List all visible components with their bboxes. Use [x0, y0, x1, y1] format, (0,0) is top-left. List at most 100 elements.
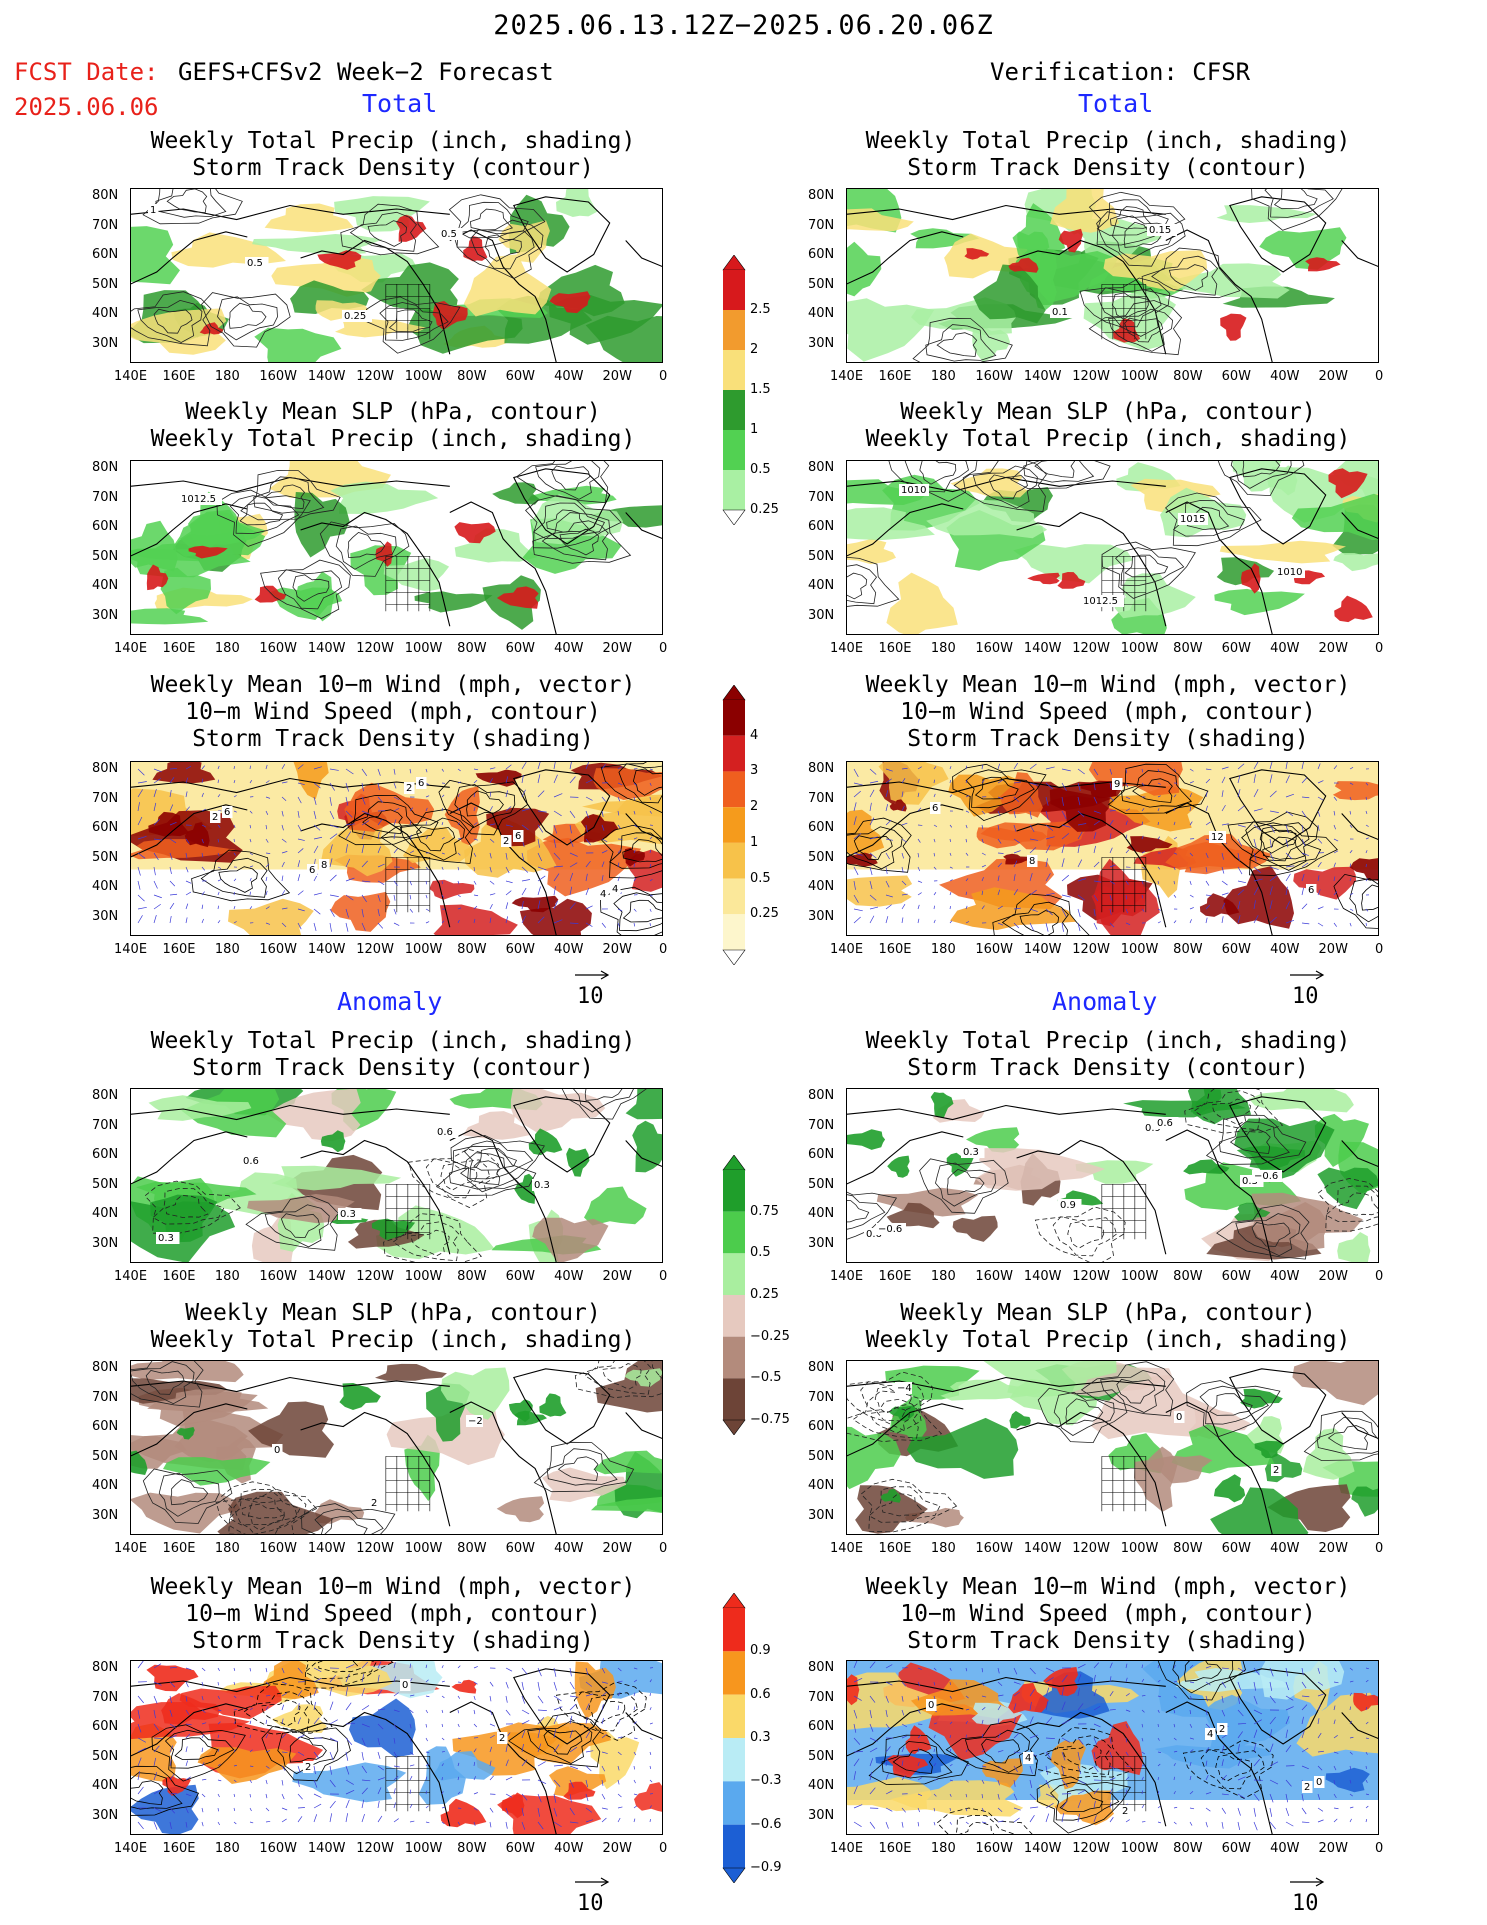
wind-vector — [201, 1778, 207, 1781]
section-anomaly-right: Anomaly — [1052, 987, 1158, 1016]
wind-vector — [649, 908, 652, 912]
lon-tick-label: 100W — [404, 1541, 443, 1556]
contour-line — [912, 317, 1013, 363]
shading-patch — [1091, 1721, 1144, 1776]
wind-vector — [1141, 851, 1146, 854]
wind-vector — [233, 1667, 236, 1671]
wind-vector — [965, 779, 968, 784]
wind-vector — [997, 889, 1001, 896]
lon-tick-label: 60W — [1221, 1841, 1252, 1856]
contour-line — [253, 476, 325, 514]
wind-vector — [153, 1807, 162, 1812]
shading-core — [199, 322, 224, 335]
wind-vector — [1045, 1803, 1054, 1809]
lat-tick-label: 40N — [808, 879, 835, 894]
wind-vector — [473, 894, 479, 897]
contour-label: 0.1 — [1052, 307, 1068, 318]
wind-vector — [1029, 810, 1032, 820]
wind-vector — [601, 824, 605, 831]
wind-vector — [1349, 863, 1352, 868]
wind-vector — [505, 806, 512, 812]
shading-patch — [433, 904, 518, 936]
wind-vector — [885, 1709, 888, 1718]
contour-label: 1015 — [1180, 514, 1205, 525]
wind-vector — [393, 819, 397, 826]
wind-vector — [553, 1793, 557, 1803]
lon-tick-label: 60W — [1221, 369, 1252, 384]
contour-label-bg — [961, 1146, 985, 1158]
shading-core — [371, 1218, 416, 1241]
wind-vector — [265, 838, 269, 843]
contour-line — [323, 1516, 368, 1535]
wind-vector — [917, 1681, 921, 1687]
wind-vector — [1365, 1805, 1369, 1809]
lat-tick-label: 30N — [92, 335, 119, 351]
wind-vector — [1285, 1681, 1290, 1691]
coastline — [846, 1703, 964, 1757]
lon-tick-label: 160E — [878, 369, 912, 384]
contour-label-bg — [876, 1223, 906, 1235]
wind-vector — [617, 1751, 622, 1756]
contour-line — [533, 1441, 635, 1493]
wind-vector — [869, 1723, 874, 1732]
contour-line — [852, 1398, 920, 1439]
wind-vector — [521, 789, 526, 798]
contour-label-bg — [532, 1179, 556, 1191]
contour-line — [1193, 1090, 1261, 1131]
contour-line — [166, 188, 208, 214]
wind-vector — [585, 888, 589, 896]
wind-vector — [1301, 1747, 1309, 1753]
wind-vector — [489, 767, 496, 770]
wind-vector — [137, 789, 143, 798]
wind-vector — [1317, 1765, 1323, 1771]
lat-tick-label: 50N — [92, 276, 119, 292]
contour-line — [935, 1162, 996, 1207]
shading-core — [549, 291, 591, 314]
contour-label-bg — [148, 204, 159, 216]
wind-vector — [265, 810, 269, 815]
wind-vector — [1077, 1674, 1082, 1683]
wind-vector — [569, 1746, 578, 1753]
contour-label: 6 — [309, 865, 315, 876]
shading-patch — [130, 1201, 236, 1263]
coastline — [846, 1104, 1166, 1121]
wind-vector — [1045, 1751, 1052, 1760]
wind-vector — [249, 1749, 253, 1753]
wind-vector — [153, 1745, 160, 1753]
vector-reference: 10 — [573, 1872, 613, 1916]
contour-line — [380, 808, 475, 864]
contour-line — [170, 1479, 209, 1506]
shading-patch — [624, 1368, 663, 1387]
wind-vector — [633, 1667, 638, 1670]
coastline — [130, 1131, 248, 1185]
vector-reference-arrow-icon — [575, 970, 610, 980]
wind-vector — [853, 1678, 863, 1683]
wind-vector — [1109, 1737, 1112, 1744]
vector-reference-label: 10 — [1292, 1891, 1319, 1916]
wind-vector — [329, 858, 333, 868]
wind-vector — [633, 1721, 637, 1725]
wind-vector — [1157, 1821, 1161, 1824]
wind-vector — [329, 833, 338, 840]
shading-patch — [1252, 1202, 1328, 1251]
wind-vector — [617, 796, 621, 802]
wind-vector — [393, 880, 398, 886]
wind-vector — [249, 852, 253, 856]
contour-line — [1088, 191, 1186, 246]
coastline — [1341, 1140, 1379, 1168]
contour-line — [130, 1772, 183, 1810]
wind-vector — [917, 1777, 922, 1781]
lat-tick-label: 60N — [92, 247, 119, 262]
wind-vector — [1333, 1705, 1336, 1711]
wind-vector — [1333, 1692, 1338, 1697]
wind-vector — [1333, 876, 1336, 882]
contour-label-bg — [439, 228, 463, 240]
wind-vector — [949, 866, 953, 869]
wind-vector — [965, 765, 967, 770]
contour-line — [527, 1720, 593, 1764]
wind-vector — [997, 1779, 1000, 1786]
shading-patch — [130, 608, 209, 625]
wind-vector — [1061, 908, 1067, 918]
title-forecast-anom-wind: Weekly Mean 10−m Wind (mph, vector) 10−m … — [150, 1574, 636, 1654]
